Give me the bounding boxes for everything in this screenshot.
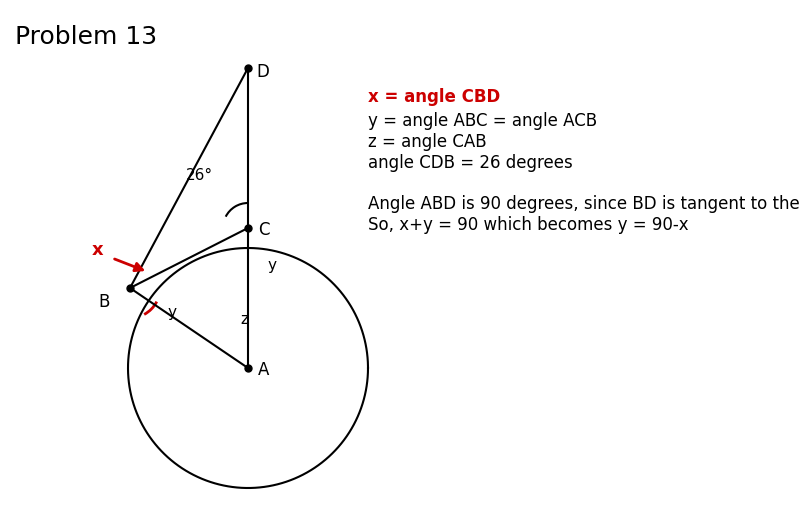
Text: C: C [258, 221, 270, 239]
Text: x: x [92, 241, 104, 259]
Text: 26°: 26° [186, 168, 213, 182]
Text: y = angle ABC = angle ACB: y = angle ABC = angle ACB [368, 112, 597, 130]
Text: y: y [168, 305, 177, 320]
Text: Problem 13: Problem 13 [15, 25, 157, 49]
Text: z: z [240, 313, 248, 327]
Text: angle CDB = 26 degrees: angle CDB = 26 degrees [368, 154, 573, 172]
Text: So, x+y = 90 which becomes y = 90-x: So, x+y = 90 which becomes y = 90-x [368, 216, 689, 234]
Text: A: A [258, 361, 270, 379]
Text: y: y [268, 258, 277, 273]
Text: z = angle CAB: z = angle CAB [368, 133, 486, 151]
Text: x = angle CBD: x = angle CBD [368, 88, 500, 106]
Text: B: B [98, 293, 110, 311]
Text: Angle ABD is 90 degrees, since BD is tangent to the circle.: Angle ABD is 90 degrees, since BD is tan… [368, 195, 800, 213]
Text: D: D [256, 63, 269, 81]
